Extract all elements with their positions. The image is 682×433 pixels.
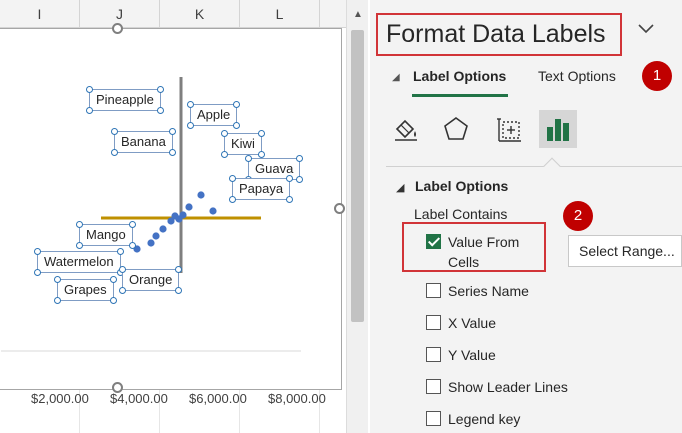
chevron-down-icon[interactable]	[636, 18, 656, 44]
divider-notch	[543, 157, 561, 175]
label-contains-heading: Label Contains	[414, 206, 508, 222]
scroll-up-icon[interactable]: ▲	[353, 9, 363, 20]
column-header-i[interactable]: I	[0, 0, 80, 28]
data-point	[179, 211, 187, 219]
data-label[interactable]: Watermelon	[34, 248, 124, 276]
option-label: Y Value	[448, 347, 496, 363]
callout-badge-1: 1	[642, 61, 672, 91]
scrollbar-thumb[interactable]	[351, 30, 364, 322]
legend-key-checkbox[interactable]	[426, 411, 441, 426]
data-point	[167, 217, 175, 225]
value-from-cells-checkbox[interactable]	[426, 234, 441, 249]
x-tick-label: $6,000.00	[189, 391, 247, 406]
format-data-labels-pane: Format Data Labels 1 ◢ Label Options Tex…	[370, 0, 682, 433]
data-label[interactable]: Orange	[119, 266, 183, 294]
select-range-button[interactable]: Select Range...	[568, 235, 682, 267]
option-label: Show Leader Lines	[448, 379, 568, 395]
x-tick-label: $4,000.00	[110, 391, 168, 406]
x-value-checkbox[interactable]	[426, 315, 441, 330]
data-label-text: Kiwi	[231, 136, 255, 151]
data-label[interactable]: Grapes	[54, 276, 117, 304]
option-label: Value From Cells	[448, 234, 520, 270]
tab-text-options[interactable]: Text Options	[538, 68, 616, 84]
option-label: X Value	[448, 315, 496, 331]
data-label-text: Orange	[129, 272, 173, 287]
series-name-checkbox[interactable]	[426, 283, 441, 298]
column-header-k[interactable]: K	[160, 0, 240, 28]
fill-line-icon[interactable]	[387, 110, 425, 148]
data-label-text: Apple	[197, 107, 231, 122]
label-options-bar-icon[interactable]	[539, 110, 577, 148]
vertical-scrollbar[interactable]: ▲	[346, 0, 368, 433]
plot-area	[1, 77, 301, 352]
data-point	[152, 232, 160, 240]
data-label-text: Papaya	[239, 181, 284, 196]
data-label[interactable]: Banana	[111, 128, 176, 156]
data-label-text: Grapes	[64, 282, 107, 297]
tab-label-options[interactable]: Label Options	[413, 68, 507, 84]
data-point	[147, 239, 155, 247]
scatter-chart[interactable]: Pineapple Apple Banana Kiwi Guava Papaya…	[0, 23, 345, 406]
data-label-text: Watermelon	[44, 254, 114, 269]
callout-badge-2: 2	[563, 201, 593, 231]
data-label-text: Pineapple	[96, 92, 154, 107]
x-tick-label: $8,000.00	[268, 391, 326, 406]
column-header-l[interactable]: L	[240, 0, 320, 28]
data-label[interactable]: Kiwi	[221, 130, 265, 158]
column-headers: I J K L	[0, 0, 346, 28]
resize-handle-top[interactable]	[112, 23, 123, 34]
y-value-checkbox[interactable]	[426, 347, 441, 362]
caret-down-icon[interactable]: ◢	[392, 72, 400, 83]
resize-handle-right[interactable]	[334, 203, 345, 214]
highlight-box	[402, 222, 546, 272]
data-label[interactable]: Apple	[187, 101, 241, 129]
data-label[interactable]: Mango	[76, 221, 136, 249]
data-label[interactable]: Papaya	[229, 175, 294, 203]
data-point	[159, 225, 167, 233]
show-leader-lines-checkbox[interactable]	[426, 379, 441, 394]
divider	[386, 166, 682, 167]
column-header-j[interactable]: J	[80, 0, 160, 28]
collapse-caret-icon[interactable]: ◢	[396, 182, 405, 194]
option-label: Legend key	[448, 411, 521, 427]
data-point	[197, 191, 205, 199]
section-title[interactable]: Label Options	[415, 178, 509, 194]
data-label-text: Banana	[121, 134, 166, 149]
data-label-text: Guava	[255, 161, 294, 176]
data-label[interactable]: Pineapple	[86, 86, 164, 114]
effects-pentagon-icon[interactable]	[437, 110, 475, 148]
size-properties-icon[interactable]	[490, 110, 528, 148]
data-label-text: Mango	[86, 227, 126, 242]
resize-handle-bottom[interactable]	[112, 382, 123, 393]
option-label: Series Name	[448, 283, 529, 299]
active-tab-indicator	[412, 94, 508, 97]
x-tick-label: $2,000.00	[31, 391, 89, 406]
pane-title: Format Data Labels	[376, 13, 622, 56]
worksheet[interactable]: I J K L Pineapple	[0, 0, 346, 433]
data-point	[209, 207, 217, 215]
data-point	[185, 203, 193, 211]
